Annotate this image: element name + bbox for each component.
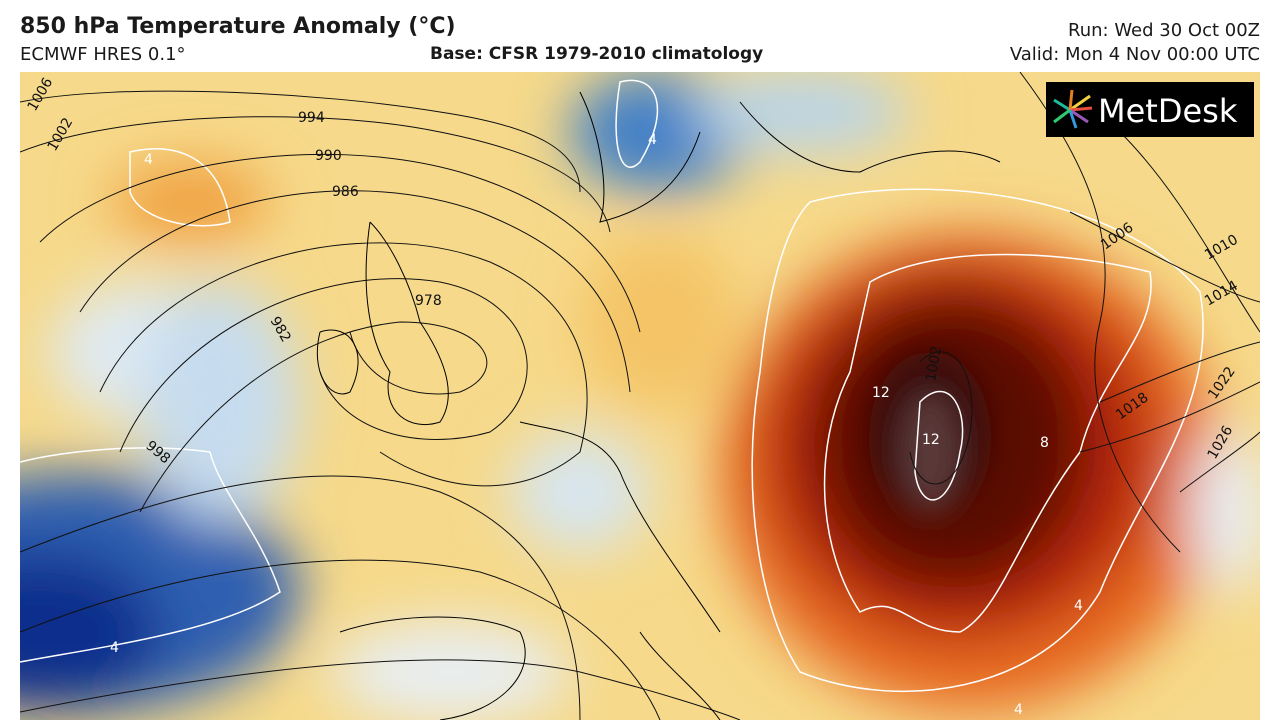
model: ECMWF HRES 0.1° [20,44,186,65]
valid: Valid: Mon 4 Nov 00:00 UTC [1009,44,1260,65]
anomaly-label: 4 [144,152,153,168]
isobar-label: 990 [315,148,342,164]
coastlines [316,91,1001,720]
isobar-label: 1002 [923,345,945,383]
isobar-label: 994 [298,110,325,126]
anomaly-label: 4 [1074,598,1083,614]
base: Base: CFSR 1979-2010 climatology [430,44,764,64]
anomaly-label: 4 [110,640,119,656]
anomaly-label: 4 [648,132,657,148]
title: 850 hPa Temperature Anomaly (°C) [20,14,456,39]
isobar-label: 978 [415,293,442,309]
anomaly-label: 4 [1014,702,1023,718]
anomaly-label: 8 [1040,435,1049,451]
logo-text: MetDesk [1098,92,1238,130]
anomaly-label: 12 [872,385,890,401]
run: Run: Wed 30 Oct 00Z [1068,20,1260,41]
logo: MetDesk [1046,82,1254,137]
isobars [20,72,1260,720]
anomaly-field [20,72,1260,720]
isobar-label: 986 [332,184,359,200]
anomaly-label: 12 [922,432,940,448]
anomaly-contours [20,79,1204,693]
